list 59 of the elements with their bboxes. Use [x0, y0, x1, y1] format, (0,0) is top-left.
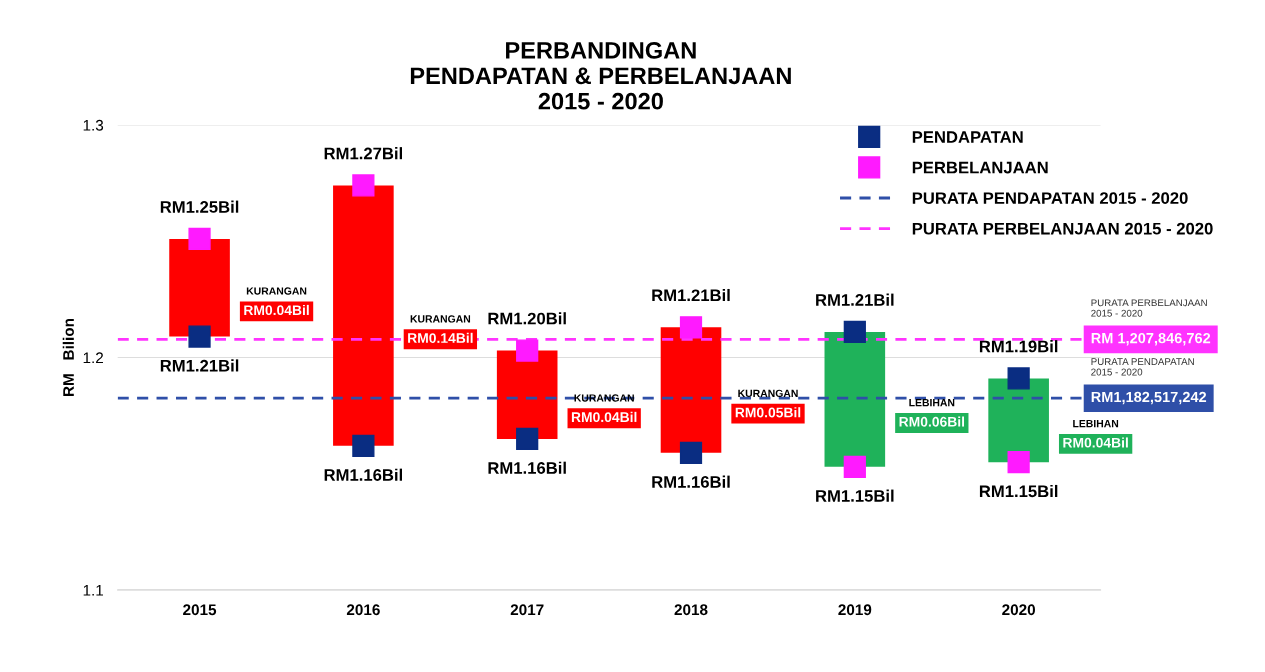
annotation: RM0.04Bil: [571, 411, 637, 423]
annotation: RM0.06Bil: [899, 416, 965, 427]
annotation: RM0.14Bil: [408, 332, 473, 343]
bar: [660, 327, 722, 453]
bar: [333, 185, 394, 446]
data-label: RM1.20Bil: [488, 312, 566, 325]
annotation: PURATA PERBELANJAAN 2015 - 2020: [1091, 299, 1207, 317]
bar: [824, 331, 886, 467]
x-tick-label: 2016: [346, 604, 380, 616]
annotation: RM0.05Bil: [735, 407, 801, 418]
data-label: RM1.16Bil: [652, 475, 730, 488]
x-tick-label: 2019: [838, 604, 872, 616]
bar: [169, 238, 230, 337]
chart-title: PERBANDINGAN PENDAPATAN & PERBELANJAAN 2015 - 2020: [410, 41, 791, 110]
y-axis-title: RM Bilion: [62, 318, 74, 396]
data-label: RM1.15Bil: [979, 484, 1058, 498]
legend-label: PURATA PERBELANJAAN 2015 - 2020: [912, 222, 1213, 235]
legend-label: PURATA PENDAPATAN 2015 - 2020: [912, 192, 1188, 205]
annotation: RM0.04Bil: [244, 304, 309, 316]
x-tick-label: 2017: [510, 604, 544, 616]
legend-label: PENDAPATAN: [912, 131, 1023, 143]
point: [843, 320, 866, 344]
annotation: RM 1,207,846,762: [1091, 332, 1211, 346]
point: [352, 434, 375, 457]
point: [1007, 367, 1030, 390]
point: [679, 316, 703, 339]
annotation: RM0.04Bil: [1063, 437, 1128, 448]
legend-label: PERBELANJAAN: [912, 161, 1048, 174]
data-label: RM1.21Bil: [816, 293, 894, 306]
y-tick-label: 1.3: [83, 119, 104, 131]
annotation: LEBIHAN: [1073, 419, 1119, 428]
data-label: RM1.25Bil: [160, 200, 239, 213]
annotation: KURANGAN: [410, 315, 471, 323]
point: [516, 427, 539, 450]
x-tick-label: 2018: [674, 604, 708, 616]
point: [188, 325, 211, 348]
point: [352, 174, 375, 197]
x-tick-label: 2020: [1002, 604, 1036, 616]
data-label: RM1.16Bil: [324, 468, 403, 481]
annotation: KURANGAN: [738, 389, 798, 398]
x-tick-label: 2015: [183, 604, 217, 616]
annotation: LEBIHAN: [909, 399, 955, 407]
data-label: RM1.19Bil: [979, 340, 1058, 353]
point: [516, 339, 539, 362]
annotation: RM1,182,517,242: [1091, 391, 1207, 405]
annotation: KURANGAN: [246, 287, 307, 295]
data-label: RM1.21Bil: [160, 359, 239, 372]
annotation: KURANGAN: [574, 394, 634, 402]
annotation: PURATA PENDAPATAN 2015 - 2020: [1091, 358, 1194, 376]
point: [679, 441, 703, 464]
y-tick-label: 1.1: [83, 585, 104, 596]
point: [188, 227, 211, 251]
data-label: RM1.16Bil: [488, 461, 566, 474]
point: [843, 455, 866, 478]
data-label: RM1.15Bil: [816, 489, 894, 502]
point: [1007, 451, 1030, 474]
y-tick-label: 1.2: [83, 352, 103, 364]
data-label: RM1.21Bil: [652, 288, 730, 302]
data-label: RM1.27Bil: [324, 147, 403, 160]
